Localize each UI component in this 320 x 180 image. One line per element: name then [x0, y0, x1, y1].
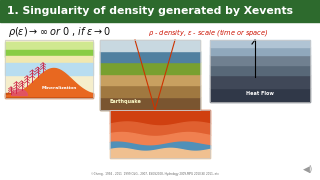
Bar [100, 51, 200, 62]
Bar [210, 40, 310, 48]
Text: Earthquake: Earthquake [110, 99, 142, 104]
Text: Heat Flow: Heat Flow [246, 91, 274, 96]
Bar [210, 48, 310, 55]
Bar [5, 40, 93, 98]
Bar [210, 40, 310, 102]
Text: $\rho(\varepsilon) \rightarrow \infty\; or\; 0\;,\,if\; \varepsilon \rightarrow : $\rho(\varepsilon) \rightarrow \infty\; … [8, 25, 111, 39]
Bar [100, 40, 200, 51]
Text: $\rho$ - density, $\varepsilon$ - scale (time or space): $\rho$ - density, $\varepsilon$ - scale … [148, 26, 268, 37]
Text: ◀): ◀) [303, 165, 313, 174]
Bar [100, 74, 200, 85]
Bar [5, 56, 93, 63]
Bar [100, 62, 200, 74]
Bar [210, 55, 310, 65]
Bar [5, 50, 93, 57]
Bar [110, 110, 210, 158]
Bar [5, 93, 93, 98]
Bar [110, 110, 210, 158]
Bar [0, 0, 320, 22]
Bar [100, 40, 200, 110]
Bar [5, 42, 93, 50]
Text: ©Cheng,  1994 - 2011  1999 C&G , 2007, ESGS2008, Hydrology 2009,MPG 2010,SE 2011: ©Cheng, 1994 - 2011 1999 C&G , 2007, ESG… [91, 172, 219, 176]
Bar [100, 40, 200, 110]
Bar [100, 97, 200, 110]
Text: Mineralization: Mineralization [42, 86, 77, 90]
Text: 1. Singularity of density generated by Xevents: 1. Singularity of density generated by X… [7, 6, 293, 16]
Bar [210, 75, 310, 88]
Bar [5, 63, 93, 75]
Bar [100, 85, 200, 97]
Bar [210, 88, 310, 102]
Bar [5, 40, 93, 98]
Bar [0, 22, 320, 180]
Bar [210, 65, 310, 75]
